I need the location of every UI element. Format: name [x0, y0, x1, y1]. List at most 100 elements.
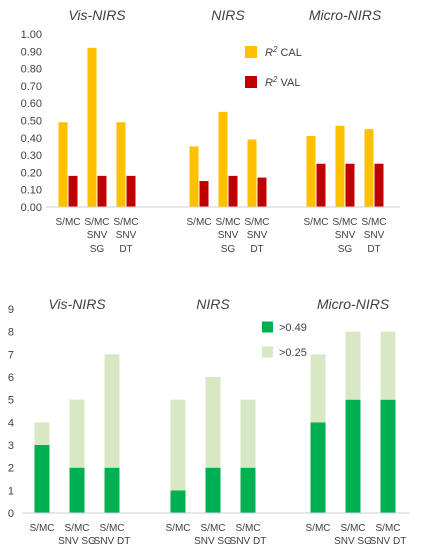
y-tick-label: 0.40 — [21, 133, 42, 145]
category-label: SG — [90, 244, 105, 255]
legend-label: >0.25 — [279, 347, 307, 359]
stacked-bar-segment — [345, 331, 361, 400]
stacked-bar-segment — [104, 467, 120, 513]
bar — [218, 111, 228, 207]
y-tick-label: 0.00 — [21, 202, 42, 214]
stacked-bar-segment — [205, 377, 221, 468]
stacked-bar-segment — [104, 354, 120, 468]
stacked-bar-segment — [310, 422, 326, 513]
category-label: S/MC — [245, 217, 270, 228]
category-label: S/MC — [216, 217, 241, 228]
y-tick-label: 0.50 — [21, 116, 42, 128]
legend-swatch — [262, 321, 273, 333]
y-tick-label: 4 — [8, 417, 14, 429]
category-label: SG — [338, 244, 353, 255]
stacked-bar-segment — [240, 467, 256, 513]
category-label: S/MC — [333, 217, 358, 228]
category-label: S/MC — [362, 217, 387, 228]
group-title: Vis-NIRS — [68, 7, 126, 23]
y-tick-label: 7 — [8, 349, 14, 361]
legend-swatch — [262, 346, 273, 358]
category-label: SNV SG — [334, 536, 372, 547]
category-label: SNV — [87, 230, 108, 241]
group-title: NIRS — [196, 296, 230, 312]
stacked-bar-segment — [345, 399, 361, 513]
legend-label: R2 VAL — [265, 75, 300, 89]
category-label: S/MC — [100, 523, 125, 534]
group-title: Vis-NIRS — [48, 296, 106, 312]
category-label: S/MC — [114, 217, 139, 228]
category-label: S/MC — [376, 523, 401, 534]
bar — [374, 163, 384, 207]
group-title: NIRS — [211, 7, 245, 23]
category-label: SNV SG — [194, 536, 232, 547]
bar — [257, 177, 267, 207]
category-label: SNV — [335, 230, 356, 241]
category-label: SNV DT — [94, 536, 131, 547]
y-tick-label: 3 — [8, 440, 14, 452]
y-tick-label: 5 — [8, 395, 14, 407]
category-label: SNV DT — [370, 536, 407, 547]
y-tick-label: 1 — [8, 485, 14, 497]
y-tick-label: 0.90 — [21, 46, 42, 58]
legend-swatch — [245, 76, 257, 88]
stacked-bar-segment — [240, 399, 256, 468]
category-label: S/MC — [65, 523, 90, 534]
y-tick-label: 8 — [8, 327, 14, 339]
stacked-bar-segment — [34, 445, 50, 513]
category-label: DT — [119, 244, 132, 255]
category-label: SNV — [218, 230, 239, 241]
stacked-bar-segment — [170, 490, 186, 513]
y-tick-label: 6 — [8, 372, 14, 384]
category-label: S/MC — [341, 523, 366, 534]
bar — [364, 129, 374, 207]
bar — [116, 122, 126, 207]
y-tick-label: 9 — [8, 304, 14, 316]
category-label: S/MC — [304, 217, 329, 228]
category-label: SG — [221, 244, 236, 255]
y-tick-label: 0.80 — [21, 64, 42, 76]
stacked-bar-segment — [205, 467, 221, 513]
legend-label: >0.49 — [279, 322, 307, 334]
y-tick-label: 1.00 — [21, 29, 42, 41]
bar — [335, 125, 345, 207]
category-label: DT — [250, 244, 263, 255]
y-tick-label: 0.60 — [21, 98, 42, 110]
bar — [316, 163, 326, 207]
y-tick-label: 2 — [8, 463, 14, 475]
chart-r2-calibration-validation: 0.00 0.10 0.20 0.30 0.40 0.50 0.60 0.70 0.80 0.90… — [21, 7, 400, 255]
y-tick-label: 0 — [8, 508, 14, 520]
stacked-bar-segment — [380, 399, 396, 513]
stacked-bar-segment — [69, 399, 85, 468]
y-tick-label: 0.20 — [21, 167, 42, 179]
category-label: S/MC — [306, 523, 331, 534]
stacked-bar-segment — [170, 399, 186, 491]
bar — [87, 47, 97, 208]
category-label: SNV SG — [58, 536, 96, 547]
stacked-bar-segment — [310, 354, 326, 423]
category-label: S/MC — [187, 217, 212, 228]
bar — [126, 175, 136, 207]
legend-swatch — [245, 46, 257, 58]
bar — [345, 163, 355, 207]
chart-model-counts: 0 1 2 3 4 5 6 7 8 9 Vis-NIRS NIRS Micro-NIRS S/MC S/MC… — [8, 296, 410, 547]
y-tick-label: 0.30 — [21, 150, 42, 162]
category-label: SNV — [247, 230, 268, 241]
group-title: Micro-NIRS — [317, 296, 390, 312]
y-tick-label: 0.10 — [21, 185, 42, 197]
bar — [199, 181, 209, 207]
legend-label: R2 CAL — [265, 45, 302, 59]
bar — [97, 175, 107, 207]
category-label: S/MC — [56, 217, 81, 228]
category-label: S/MC — [201, 523, 226, 534]
bar — [189, 146, 199, 207]
bar — [68, 175, 78, 207]
y-tick-label: 0.70 — [21, 81, 42, 93]
category-label: S/MC — [236, 523, 261, 534]
bar — [228, 175, 238, 207]
category-label: SNV — [364, 230, 385, 241]
bar — [58, 122, 68, 207]
group-title: Micro-NIRS — [309, 7, 382, 23]
stacked-bar-segment — [380, 331, 396, 400]
